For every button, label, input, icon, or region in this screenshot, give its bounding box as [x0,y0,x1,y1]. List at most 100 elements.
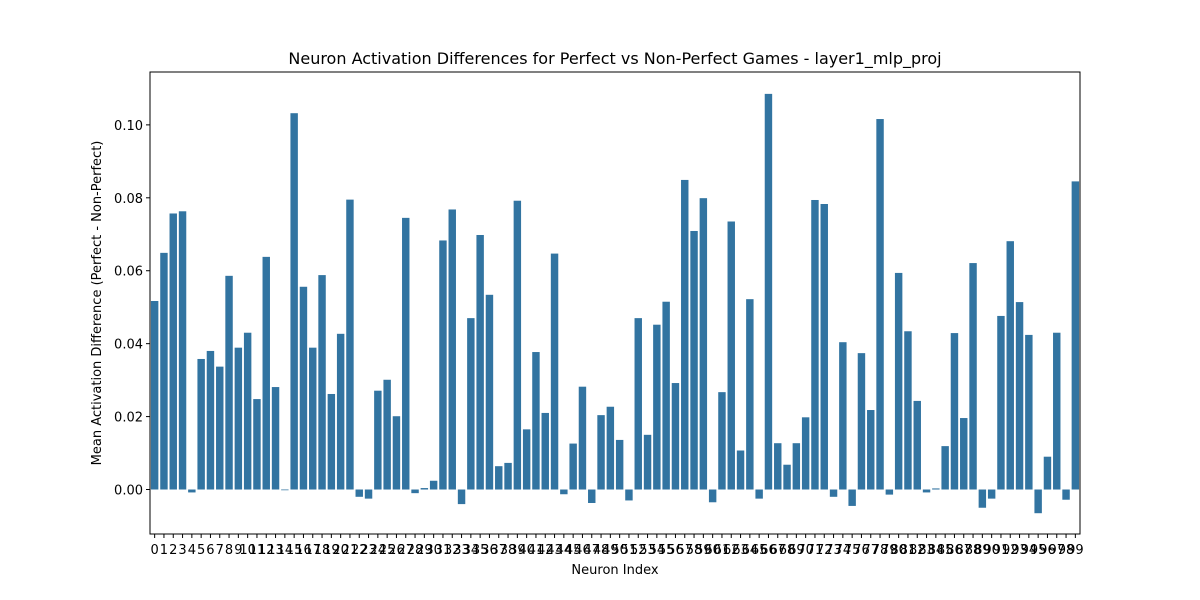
bar-neuron-17 [309,348,316,490]
bars-group [151,94,1079,513]
bar-neuron-10 [244,333,251,490]
bar-neuron-5 [197,359,204,490]
bar-neuron-47 [588,490,595,503]
x-tick-label: 5 [197,543,205,558]
y-tick-label: 0.00 [114,484,143,499]
bar-neuron-8 [225,276,232,490]
bar-neuron-33 [458,490,465,505]
bar-neuron-41 [532,352,539,489]
bar-neuron-56 [672,383,679,489]
bar-neuron-48 [597,415,604,489]
bar-neuron-73 [830,490,837,497]
bar-neuron-39 [514,201,521,490]
bar-neuron-82 [914,401,921,490]
bar-neuron-90 [988,490,995,499]
bar-neuron-65 [755,490,762,499]
y-tick-label: 0.06 [114,265,143,280]
bar-neuron-64 [746,299,753,489]
bar-neuron-42 [542,413,549,490]
x-tick-label: 1 [160,543,168,558]
bar-neuron-0 [151,301,158,490]
x-tick-label: 0 [151,543,159,558]
x-tick-label: 7 [216,543,224,558]
bar-neuron-62 [728,222,735,490]
bar-neuron-19 [328,394,335,490]
x-axis-label: Neuron Index [571,563,658,578]
bar-neuron-85 [941,446,948,489]
bar-neuron-20 [337,334,344,490]
bar-neuron-30 [430,481,437,490]
bar-neuron-89 [979,490,986,508]
bar-neuron-86 [951,333,958,489]
chart-title: Neuron Activation Differences for Perfec… [288,49,941,69]
bar-neuron-94 [1025,335,1032,490]
bar-neuron-23 [365,490,372,499]
bar-neuron-1 [160,253,167,490]
bar-neuron-75 [848,490,855,506]
bar-neuron-69 [793,443,800,489]
x-tick-label: 6 [206,543,214,558]
y-tick-label: 0.08 [114,192,143,207]
bar-neuron-80 [895,273,902,490]
bar-neuron-6 [207,351,214,490]
bar-neuron-68 [783,465,790,490]
bar-neuron-18 [318,275,325,489]
x-axis: 0 1 2 3 4 5 6 7 8 9101112131415161718192021222324… [151,534,1084,558]
bar-neuron-37 [495,466,502,489]
bar-neuron-84 [932,488,939,489]
bar-neuron-60 [709,490,716,503]
plot-frame [150,72,1080,534]
bar-neuron-79 [886,490,893,495]
y-tick-label: 0.10 [114,119,143,134]
bar-neuron-53 [644,435,651,490]
bar-neuron-59 [700,198,707,489]
bar-neuron-24 [374,391,381,490]
bar-neuron-88 [969,263,976,489]
bar-neuron-93 [1016,302,1023,489]
bar-neuron-98 [1062,490,1069,500]
bar-neuron-9 [235,348,242,490]
bar-neuron-74 [839,342,846,489]
bar-neuron-43 [551,254,558,490]
x-tick-label: 3 [178,543,186,558]
bar-neuron-87 [960,418,967,489]
bar-neuron-7 [216,367,223,490]
bar-neuron-21 [346,200,353,490]
bar-neuron-61 [718,392,725,489]
bar-neuron-50 [616,440,623,490]
bar-neuron-66 [765,94,772,490]
bar-neuron-31 [439,240,446,489]
bar-neuron-29 [421,488,428,489]
bar-neuron-13 [272,387,279,489]
bar-neuron-45 [569,444,576,490]
bar-neuron-2 [170,213,177,489]
bar-neuron-15 [290,113,297,489]
bar-neuron-28 [411,490,418,494]
x-tick-label: 4 [188,543,196,558]
bar-neuron-54 [653,325,660,490]
bar-neuron-26 [393,416,400,489]
bar-neuron-52 [635,318,642,489]
y-tick-label: 0.04 [114,338,143,353]
bar-neuron-71 [811,200,818,490]
bar-neuron-11 [253,399,260,489]
bar-neuron-12 [263,257,270,490]
bar-neuron-55 [662,302,669,490]
y-axis: 0.00 0.02 0.04 0.06 0.08 0.10 [114,119,150,499]
bar-neuron-35 [476,235,483,490]
bar-neuron-22 [356,490,363,497]
bar-neuron-99 [1072,181,1079,489]
bar-neuron-27 [402,218,409,490]
bar-neuron-95 [1034,490,1041,514]
x-tick-label: 2 [169,543,177,558]
y-axis-label: Mean Activation Difference (Perfect - No… [90,141,105,466]
bar-neuron-51 [625,490,632,501]
bar-neuron-77 [867,410,874,489]
bar-neuron-32 [449,209,456,489]
bar-neuron-16 [300,287,307,490]
bar-neuron-83 [923,490,930,493]
bar-neuron-92 [1007,241,1014,489]
y-tick-label: 0.02 [114,411,143,426]
bar-neuron-78 [876,119,883,489]
